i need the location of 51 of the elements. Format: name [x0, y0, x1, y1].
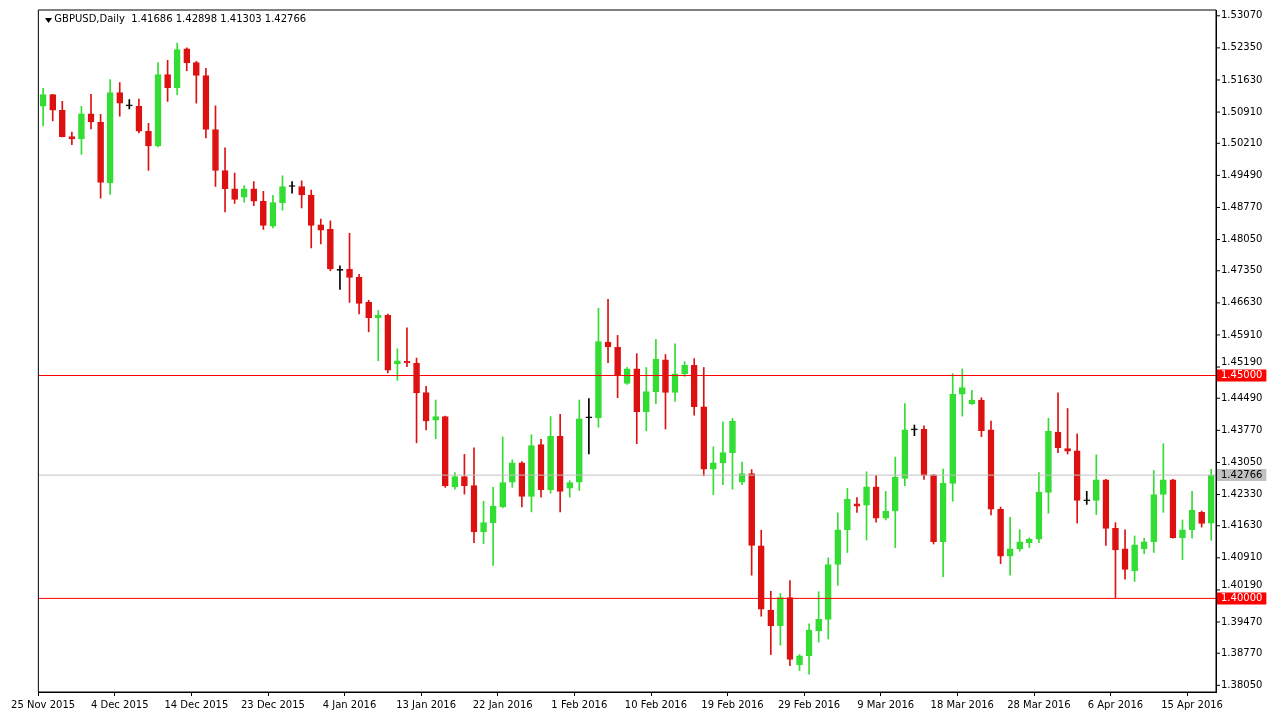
y-tick-label: 1.38050 [1221, 678, 1263, 690]
y-tick-label: 1.50210 [1221, 136, 1263, 148]
x-tick-label: 25 Nov 2015 [11, 698, 76, 710]
x-tick-label: 22 Jan 2016 [472, 698, 533, 710]
y-tick-label: 1.49490 [1221, 168, 1263, 180]
y-tick-label: 1.45910 [1221, 328, 1263, 340]
y-tick-label: 1.41630 [1221, 519, 1263, 531]
candlestick [882, 491, 890, 521]
y-tick-label: 1.50910 [1221, 105, 1263, 117]
x-tick-label: 14 Dec 2015 [164, 698, 229, 710]
ref-line-label: 1.40000 [1221, 591, 1263, 603]
y-tick-label: 1.46630 [1221, 296, 1263, 308]
x-tick-label: 1 Feb 2016 [551, 698, 608, 710]
x-tick-label: 9 Mar 2016 [857, 698, 915, 710]
x-tick-label: 10 Feb 2016 [624, 698, 688, 710]
y-tick-label: 1.45190 [1221, 356, 1263, 368]
x-tick-label: 23 Dec 2015 [240, 698, 305, 710]
x-tick-label: 18 Mar 2016 [930, 698, 994, 710]
y-tick-label: 1.47350 [1221, 264, 1263, 276]
x-tick-label: 29 Feb 2016 [777, 698, 841, 710]
y-tick-label: 1.38770 [1221, 646, 1263, 658]
x-tick-label: 28 Mar 2016 [1007, 698, 1071, 710]
ref-line-label: 1.45000 [1221, 369, 1263, 381]
y-tick-label: 1.52350 [1221, 41, 1263, 53]
y-tick-label: 1.48050 [1221, 233, 1263, 245]
candlestick [374, 310, 382, 362]
x-tick-label: 13 Jan 2016 [396, 698, 457, 710]
ref-line-label: 1.42766 [1221, 468, 1263, 480]
x-tick-label: 19 Feb 2016 [701, 698, 764, 710]
x-tick-label: 4 Dec 2015 [90, 698, 149, 710]
x-tick-label: 6 Apr 2016 [1087, 698, 1144, 710]
y-tick-label: 1.39470 [1221, 615, 1263, 627]
candlestick [1083, 491, 1091, 505]
x-tick-label: 15 Apr 2016 [1161, 698, 1223, 710]
x-tick-label: 4 Jan 2016 [322, 698, 377, 710]
candlestick [958, 368, 966, 417]
y-tick-label: 1.40910 [1221, 551, 1263, 563]
y-tick-label: 1.43770 [1221, 423, 1263, 435]
y-tick-label: 1.40190 [1221, 578, 1263, 590]
candlestick [432, 399, 440, 440]
y-tick-label: 1.48770 [1221, 201, 1263, 213]
y-tick-label: 1.51630 [1221, 73, 1263, 85]
candlestick [125, 99, 133, 110]
y-tick-label: 1.53070 [1221, 9, 1263, 21]
y-tick-label: 1.42330 [1221, 488, 1263, 500]
y-tick-label: 1.44490 [1221, 391, 1263, 403]
chart-title: GBPUSD,Daily 1.41686 1.42898 1.41303 1.42766 [54, 12, 307, 24]
y-tick-label: 1.43050 [1221, 455, 1263, 467]
candlestick [336, 265, 344, 290]
candlestick [68, 131, 76, 145]
candlestick [585, 398, 593, 455]
